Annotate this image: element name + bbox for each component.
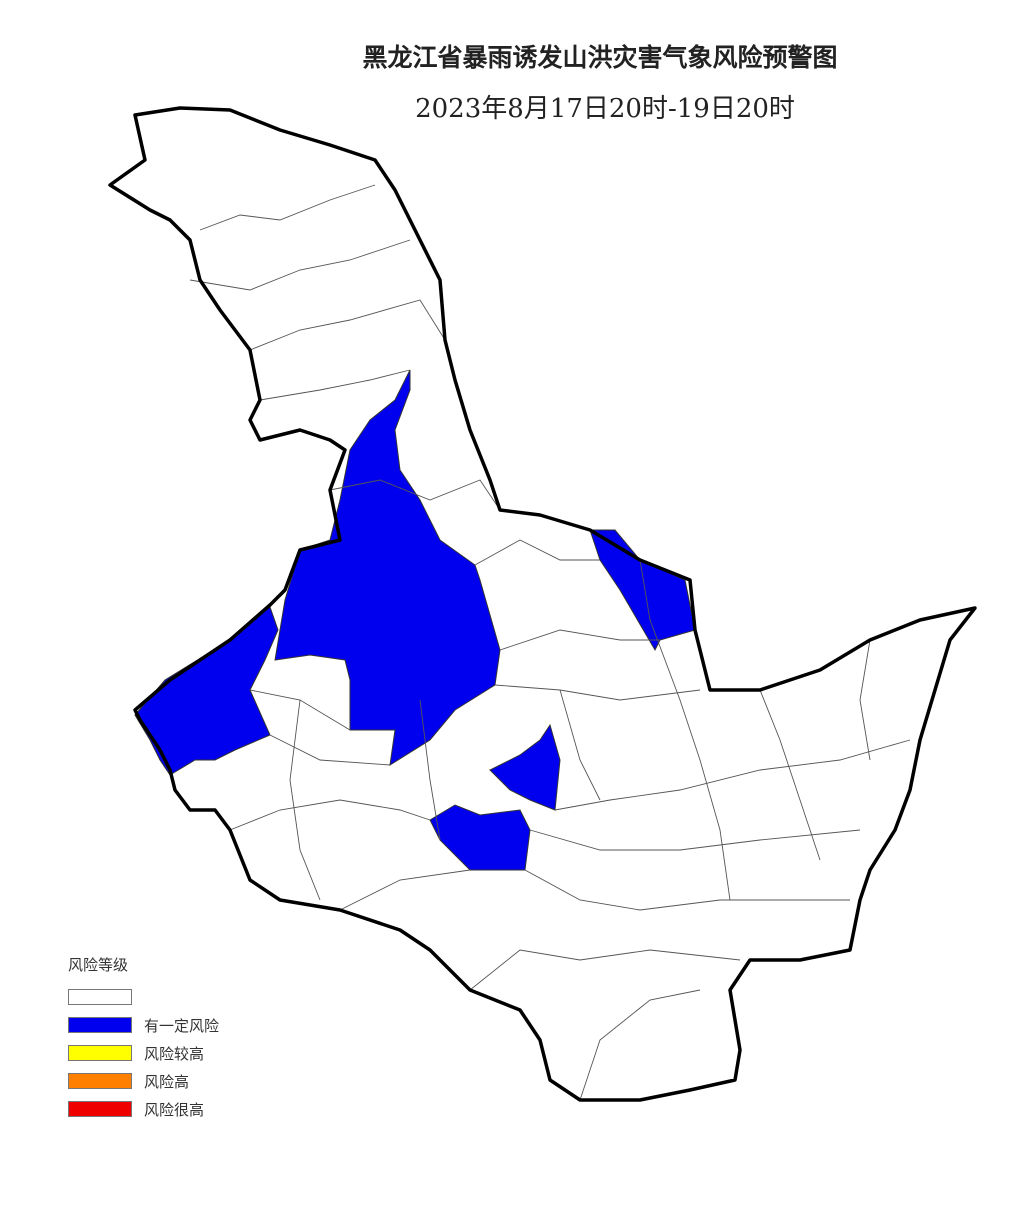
legend-item-very-high-risk: 风险很高 bbox=[68, 1095, 219, 1123]
legend: 风险等级 有一定风险 风险较高 风险高 风险很高 bbox=[68, 954, 219, 1123]
legend-swatch bbox=[68, 1073, 132, 1089]
legend-swatch bbox=[68, 989, 132, 1005]
province-outline bbox=[108, 106, 977, 1102]
risk-area-center-small bbox=[489, 723, 561, 811]
legend-label: 风险高 bbox=[144, 1072, 190, 1091]
map-subtitle: 2023年8月17日20时-19日20时 bbox=[415, 94, 795, 124]
county-boundaries bbox=[189, 184, 911, 1101]
risk-areas bbox=[134, 369, 696, 871]
legend-swatch bbox=[68, 1017, 132, 1033]
legend-label: 风险较高 bbox=[144, 1044, 205, 1063]
map-title: 黑龙江省暴雨诱发山洪灾害气象风险预警图 bbox=[362, 43, 838, 72]
legend-title: 风险等级 bbox=[68, 956, 129, 974]
legend-item-none bbox=[68, 983, 219, 1011]
legend-swatch bbox=[68, 1045, 132, 1061]
legend-item-high-risk: 风险高 bbox=[68, 1067, 219, 1095]
legend-swatch bbox=[68, 1101, 132, 1117]
risk-area-central bbox=[274, 369, 501, 766]
legend-item-higher-risk: 风险较高 bbox=[68, 1039, 219, 1067]
legend-label: 有一定风险 bbox=[144, 1016, 220, 1035]
legend-label: 风险很高 bbox=[144, 1100, 205, 1119]
risk-area-northeast bbox=[589, 529, 696, 652]
legend-item-some-risk: 有一定风险 bbox=[68, 1011, 219, 1039]
risk-area-south-pair bbox=[429, 804, 531, 871]
